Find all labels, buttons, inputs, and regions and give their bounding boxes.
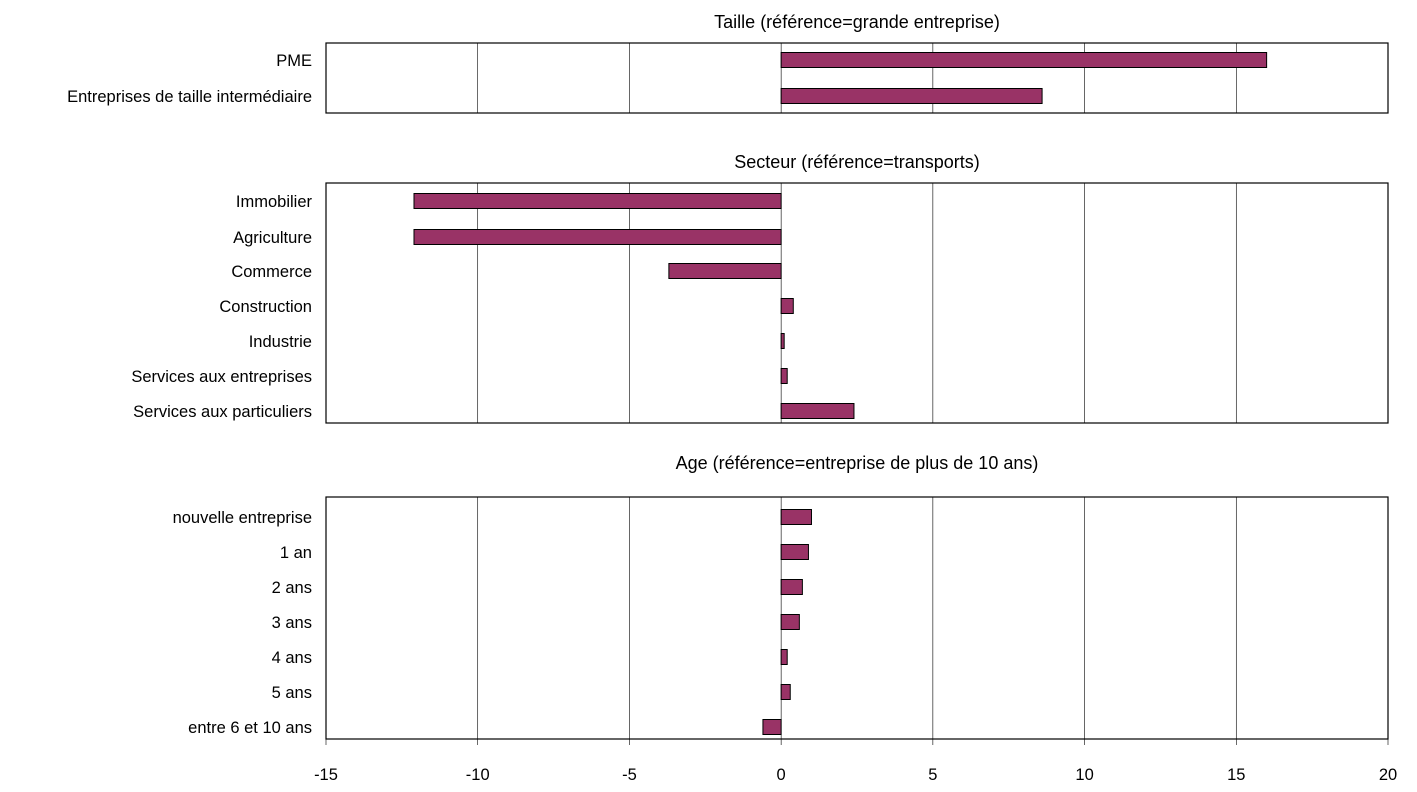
bar <box>780 88 1043 104</box>
panel-title: Secteur (référence=transports) <box>734 152 980 172</box>
bar <box>780 684 791 700</box>
x-axis: -15 -10 -5 0 5 10 15 20 <box>314 739 1397 784</box>
category-label: Entreprises de taille intermédiaire <box>67 88 312 106</box>
x-tick-label: 20 <box>1379 766 1397 784</box>
x-tick-label: 0 <box>777 766 786 784</box>
bar <box>413 229 782 245</box>
category-label: 4 ans <box>272 649 312 667</box>
category-label: Construction <box>219 298 312 316</box>
category-label: PME <box>276 52 312 70</box>
bar <box>780 544 809 560</box>
category-label: Services aux particuliers <box>133 403 312 421</box>
x-tick-label: 15 <box>1227 766 1245 784</box>
bar <box>780 333 785 349</box>
bar <box>780 52 1268 68</box>
x-tick-label: -15 <box>314 766 338 784</box>
category-label: 2 ans <box>272 579 312 597</box>
bar <box>413 193 782 209</box>
chart-panel: Secteur (référence=transports) Immobilier… <box>131 152 1389 424</box>
panel-title: Age (référence=entreprise de plus de 10 … <box>676 453 1039 473</box>
bar <box>780 298 794 314</box>
chart-panel: Taille (référence=grande entreprise) PME E… <box>67 12 1389 114</box>
bar <box>780 403 855 419</box>
category-label: 1 an <box>280 544 312 562</box>
plot-frame <box>325 496 1389 740</box>
category-label: Services aux entreprises <box>131 368 312 386</box>
bar <box>780 368 788 384</box>
category-label: 5 ans <box>272 684 312 702</box>
category-label: nouvelle entreprise <box>173 509 312 527</box>
x-tick-label: -10 <box>466 766 490 784</box>
category-label: Industrie <box>249 333 312 351</box>
x-tick-label: 5 <box>928 766 937 784</box>
bar <box>762 719 782 735</box>
chart-panel: Age (référence=entreprise de plus de 10 … <box>173 453 1389 740</box>
panel-title: Taille (référence=grande entreprise) <box>714 12 1000 32</box>
bar <box>780 579 803 595</box>
category-label: Immobilier <box>236 193 313 211</box>
bar <box>780 509 812 525</box>
bar <box>668 263 782 279</box>
bar <box>780 614 800 630</box>
plot-frame <box>325 42 1389 114</box>
plot-frame <box>325 182 1389 424</box>
bar <box>780 649 788 665</box>
x-tick-label: -5 <box>622 766 637 784</box>
category-label: Agriculture <box>233 229 312 247</box>
category-label: 3 ans <box>272 614 312 632</box>
category-label: entre 6 et 10 ans <box>188 719 312 737</box>
category-label: Commerce <box>231 263 312 281</box>
x-tick-label: 10 <box>1075 766 1093 784</box>
